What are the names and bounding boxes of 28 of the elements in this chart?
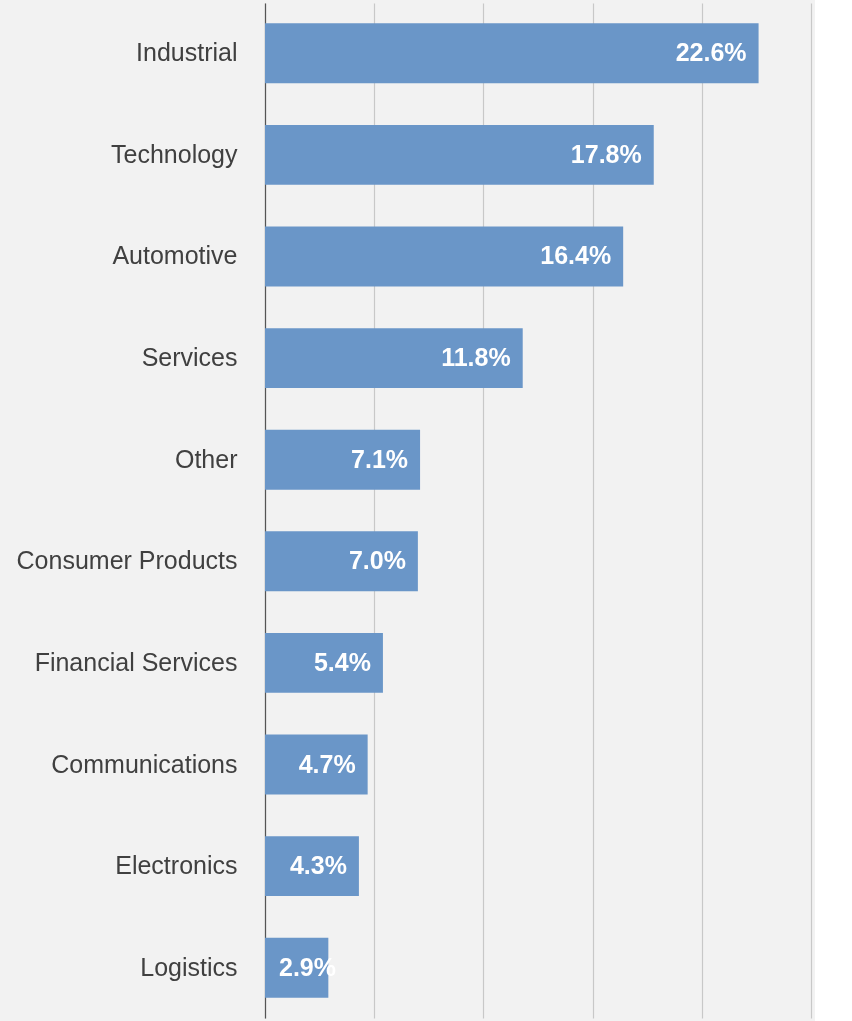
y-tick-label: Automotive <box>112 241 238 270</box>
bar <box>265 124 654 185</box>
bar <box>265 328 523 389</box>
y-tick-label: Industrial <box>136 38 238 67</box>
data-label: 4.7% <box>298 749 356 778</box>
data-label: 11.8% <box>441 343 511 372</box>
y-tick-label: Communications <box>51 749 238 778</box>
data-label: 22.6% <box>675 38 747 67</box>
y-tick-label: Electronics <box>115 851 238 880</box>
data-label: 7.0% <box>348 546 406 575</box>
bar <box>265 226 624 287</box>
y-tick-label: Consumer Products <box>16 546 238 575</box>
bar <box>265 429 421 490</box>
data-label: 16.4% <box>540 241 612 270</box>
data-label: 5.4% <box>313 647 371 676</box>
bar <box>265 836 359 897</box>
y-tick-label: Services <box>141 343 238 372</box>
bar <box>265 531 418 592</box>
data-label: 7.1% <box>351 444 409 473</box>
y-tick-label: Technology <box>111 139 238 168</box>
data-label: 4.3% <box>289 851 347 880</box>
y-tick-label: Logistics <box>140 952 238 981</box>
bar <box>265 632 383 693</box>
y-tick-label: Other <box>174 444 238 473</box>
bar <box>265 23 759 84</box>
bar <box>265 734 368 795</box>
data-label: 17.8% <box>570 139 642 168</box>
y-tick-label: Financial Services <box>34 647 238 676</box>
